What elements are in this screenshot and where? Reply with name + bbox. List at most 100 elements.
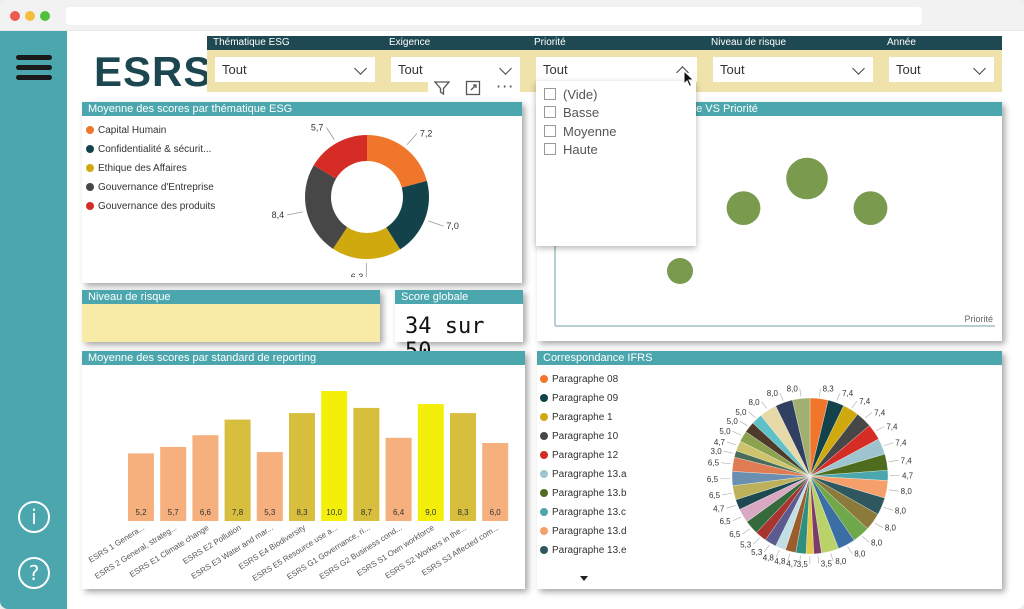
x-axis-label: Priorité: [964, 314, 993, 324]
leader-line: [739, 420, 748, 427]
data-label: 4,7: [786, 559, 798, 568]
data-label: 8,0: [901, 487, 913, 496]
data-label: 8,0: [895, 506, 907, 515]
donut-slice: [305, 165, 348, 249]
legend-label: Paragraphe 08: [552, 374, 619, 385]
legend-item[interactable]: Confidentialité & sécurit...: [86, 144, 211, 155]
checkbox[interactable]: [544, 143, 556, 155]
legend-marker: [540, 432, 548, 440]
data-label: 4,7: [902, 471, 914, 480]
data-label: 5,3: [740, 540, 752, 549]
bar: [128, 453, 154, 521]
bar-value-label: 5,7: [168, 508, 180, 517]
bar-value-label: 6,4: [393, 508, 405, 517]
filter-thematique: Thématique ESG Tout: [207, 36, 383, 92]
checkbox[interactable]: [544, 88, 556, 100]
leader-line: [732, 430, 742, 436]
scatter-point: [667, 258, 693, 284]
maximize-window-icon[interactable]: [40, 11, 50, 21]
global-score-panel: Score globale 34 sur 50: [395, 290, 523, 364]
legend-label: Paragraphe 13.c: [552, 507, 626, 518]
filter-select[interactable]: Tout: [391, 57, 520, 82]
filter-select[interactable]: Tout: [889, 57, 994, 82]
bar: [353, 407, 380, 521]
leader-line: [287, 211, 303, 216]
focus-mode-icon[interactable]: [465, 80, 481, 100]
legend-marker: [540, 546, 548, 554]
legend-item[interactable]: Gouvernance d'Entreprise: [86, 182, 214, 193]
legend-scroll-down-icon[interactable]: [580, 576, 588, 581]
donut-slice: [386, 180, 429, 250]
title-bar: [0, 0, 1024, 30]
filter-select[interactable]: Tout: [215, 57, 375, 82]
data-label: 6,5: [708, 459, 720, 468]
legend-item[interactable]: Paragraphe 1: [540, 412, 613, 423]
data-label: 6,5: [729, 530, 741, 539]
legend-item[interactable]: Paragraphe 13.e: [540, 545, 627, 556]
data-label: 7,4: [874, 408, 886, 417]
legend-item[interactable]: Paragraphe 13.c: [540, 507, 626, 518]
legend-item[interactable]: Paragraphe 13.a: [540, 469, 627, 480]
donut-slice: [367, 135, 427, 188]
dropdown-option[interactable]: (Vide): [544, 87, 597, 102]
more-options-icon[interactable]: ···: [496, 77, 515, 96]
data-label: 3,5: [797, 560, 809, 569]
checkbox[interactable]: [544, 106, 556, 118]
donut-slice: [313, 135, 367, 179]
close-window-icon[interactable]: [10, 11, 20, 21]
bar: [321, 391, 348, 521]
filter-value: Tout: [543, 62, 568, 77]
filter-icon[interactable]: [433, 80, 451, 100]
legend-marker: [86, 202, 94, 210]
checkbox[interactable]: [544, 125, 556, 137]
dropdown-option[interactable]: Moyenne: [544, 124, 616, 139]
minimize-window-icon[interactable]: [25, 11, 35, 21]
filter-label: Thématique ESG: [207, 36, 383, 50]
legend-item[interactable]: Paragraphe 13.b: [540, 488, 627, 499]
leader-line: [722, 492, 732, 496]
legend-item[interactable]: Paragraphe 13.d: [540, 526, 627, 537]
legend-item[interactable]: Paragraphe 10: [540, 431, 618, 442]
address-bar[interactable]: [66, 7, 922, 25]
leader-line: [787, 553, 791, 562]
info-icon[interactable]: i: [18, 501, 50, 533]
dropdown-option[interactable]: Haute: [544, 142, 598, 157]
leader-line: [748, 411, 756, 418]
legend-item[interactable]: Gouvernance des produits: [86, 201, 215, 212]
esg-donut-chart: 7,2 7,0 6,3 8,4 5,7: [272, 122, 459, 277]
filter-select[interactable]: Tout: [713, 57, 873, 82]
bar-value-label: 6,0: [490, 508, 502, 517]
leader-line: [764, 544, 770, 552]
legend-label: Paragraphe 13.a: [552, 469, 627, 480]
filter-annee: Année Tout: [881, 36, 1002, 92]
data-label: 7,4: [886, 422, 898, 431]
leader-line: [836, 392, 841, 401]
data-label: 8,3: [823, 385, 835, 394]
leader-line: [726, 505, 736, 509]
legend-item[interactable]: Ethique des Affaires: [86, 163, 187, 174]
leader-line: [406, 133, 418, 145]
leader-line: [761, 401, 768, 409]
data-label: 5,0: [719, 427, 731, 436]
data-label: 6,5: [709, 491, 721, 500]
filter-select[interactable]: Tout: [536, 57, 697, 82]
ifrs-pie-chart: 8,3 7,47,47,47,47,47,44,78,08,08,08,08,08…: [707, 385, 914, 569]
legend-label: Paragraphe 13.b: [552, 488, 627, 499]
help-icon[interactable]: ?: [18, 557, 50, 589]
leader-line: [883, 442, 894, 446]
leader-line: [875, 426, 885, 432]
menu-icon[interactable]: [16, 55, 52, 83]
data-label: 8,0: [767, 389, 779, 398]
chevron-down-icon: [973, 62, 986, 75]
filter-label: Priorité: [528, 36, 705, 50]
legend-item[interactable]: Capital Humain: [86, 125, 166, 136]
dropdown-option[interactable]: Basse: [544, 105, 599, 120]
data-label: 8,0: [885, 524, 897, 533]
legend-item[interactable]: Paragraphe 08: [540, 374, 618, 385]
sidebar: i ?: [0, 31, 67, 609]
legend-item[interactable]: Paragraphe 12: [540, 450, 618, 461]
legend-item[interactable]: Paragraphe 09: [540, 393, 618, 404]
leader-line: [799, 555, 801, 564]
